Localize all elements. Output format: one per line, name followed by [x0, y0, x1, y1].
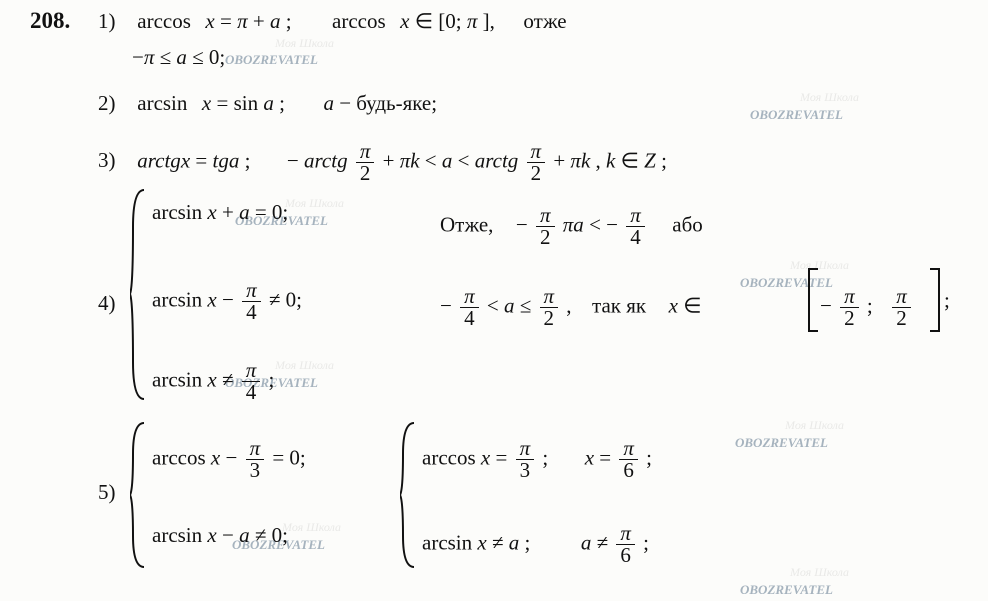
fraction: π 2 [356, 141, 375, 184]
enum-3: 3) [98, 148, 132, 173]
brace-icon [130, 420, 148, 570]
right-bracket-icon [930, 268, 940, 332]
line-1: 1) arccos x = π + a ; arccos x ∈ [0; π ]… [98, 9, 567, 34]
watermark: Моя Школа [285, 196, 344, 211]
left-bracket-icon [808, 268, 818, 332]
enum-4: 4) [98, 291, 132, 316]
watermark: Моя Школа [275, 358, 334, 373]
b2-row1: arccos x − π 3 = 0; [152, 438, 306, 481]
b1-row1: arcsin x + a = 0; [152, 200, 288, 225]
b3-row1: arccos x = π 3 ; x = π 6 ; [422, 438, 652, 481]
watermark: OBOZREVATEL [735, 435, 828, 451]
brace-icon [400, 420, 418, 570]
line-2: −π ≤ a ≤ 0; [132, 45, 225, 70]
enum-1: 1) [98, 9, 132, 34]
range-sc: ; [944, 288, 950, 313]
exercise-number: 208. [30, 8, 70, 34]
watermark: OBOZREVATEL [740, 582, 833, 598]
watermark: Моя Школа [275, 36, 334, 51]
watermark: Моя Школа [785, 418, 844, 433]
line-4: 3) arctgx = tga ; − arctg π 2 + πk < a <… [98, 141, 667, 184]
range-content: − π 2 ; π 2 [820, 286, 914, 329]
brace-icon [130, 187, 148, 402]
watermark: OBOZREVATEL [225, 52, 318, 68]
r-top: Отже, − π 2 πa < − π 4 або [440, 205, 703, 248]
watermark: Моя Школа [282, 520, 341, 535]
b1-row2: arcsin x − π 4 ≠ 0; [152, 280, 302, 323]
line-3: 2) arcsin x = sin a ; a − будь-яке; [98, 91, 437, 116]
watermark: OBOZREVATEL [750, 107, 843, 123]
watermark: Моя Школа [800, 90, 859, 105]
watermark: Моя Школа [790, 258, 849, 273]
b2-row2: arcsin x − a ≠ 0; [152, 523, 288, 548]
page: { "exercise_number":"208.", "colors":{ "… [0, 0, 988, 601]
fraction: π 2 [527, 141, 546, 184]
r-mid: − π 4 < a ≤ π 2 , так як x ∈ [440, 286, 701, 329]
watermark: Моя Школа [790, 565, 849, 580]
enum-2: 2) [98, 91, 132, 116]
b1-row3: arcsin x ≠ π 4 ; [152, 360, 274, 403]
enum-5: 5) [98, 480, 132, 505]
b3-row2: arcsin x ≠ a ; a ≠ π 6 ; [422, 523, 649, 566]
watermark: OBOZREVATEL [740, 275, 833, 291]
